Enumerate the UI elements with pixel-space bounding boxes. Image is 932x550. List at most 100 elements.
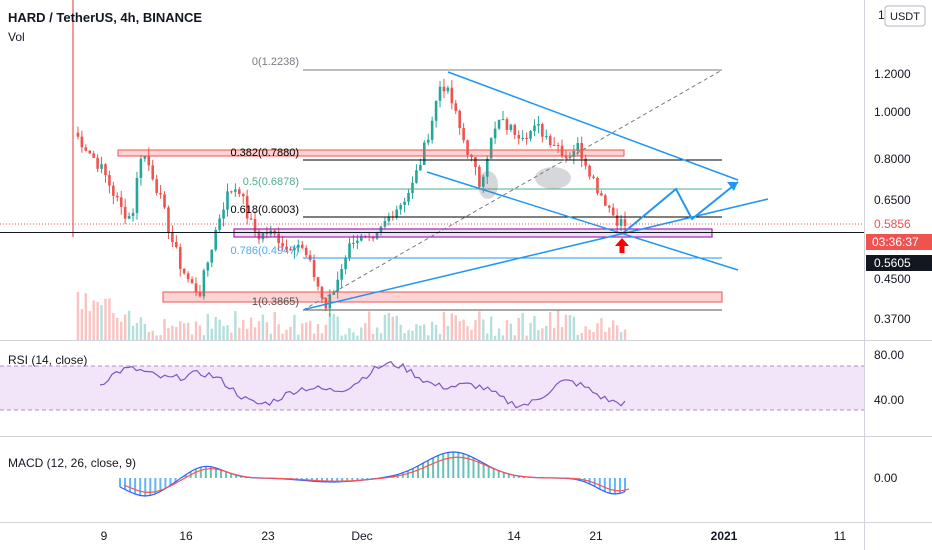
- volume-bar: [399, 324, 402, 340]
- candle-body: [92, 153, 95, 158]
- macd-histogram-bar: [159, 478, 162, 492]
- main-panel[interactable]: [0, 0, 864, 340]
- candle-body: [533, 125, 536, 132]
- price-tick-4: 0.6500: [874, 193, 911, 207]
- macd-histogram-bar: [593, 478, 596, 487]
- rsi-line[interactable]: [99, 360, 626, 409]
- macd-histogram-bar: [321, 478, 323, 482]
- macd-histogram-bar: [119, 478, 121, 487]
- volume-bar: [427, 335, 430, 340]
- volume-bar: [560, 327, 564, 340]
- volume-bar: [458, 321, 461, 340]
- candle-body: [371, 236, 375, 239]
- trendline-upper[interactable]: [447, 71, 739, 181]
- volume-bar: [478, 311, 481, 340]
- resistance-box-top[interactable]: [117, 149, 625, 157]
- volume-bar: [234, 310, 237, 340]
- macd-histogram-bar: [194, 468, 197, 478]
- candle-body: [466, 140, 469, 155]
- candle-body: [600, 193, 603, 196]
- volume-bar: [336, 316, 339, 340]
- fib-diagonal-dashed[interactable]: [302, 69, 723, 311]
- macd-histogram-bar: [472, 457, 475, 478]
- volume-bar: [403, 333, 406, 340]
- volume-bar: [194, 321, 198, 340]
- candle-body: [214, 229, 217, 250]
- candle-body: [332, 291, 336, 295]
- volume-bar: [273, 312, 276, 340]
- volume-bar: [214, 316, 217, 340]
- macd-histogram-bar: [225, 471, 228, 478]
- candle-body: [474, 157, 477, 167]
- fib-label-0382: 0.382(0.7880): [231, 147, 300, 159]
- time-tick-14: 14: [507, 529, 521, 543]
- candle-body: [521, 137, 524, 139]
- volume-bar: [604, 331, 607, 340]
- fib-label-0: 0(1.2238): [252, 56, 299, 68]
- candle-body: [84, 147, 88, 151]
- volume-bar: [411, 330, 414, 340]
- macd-histogram-bar: [512, 475, 515, 478]
- rsi-tick-80: 80.00: [874, 348, 904, 362]
- volume-bar: [96, 301, 99, 340]
- macd-histogram-bar: [507, 474, 510, 478]
- macd-histogram-bar: [336, 478, 339, 482]
- volume-bar: [525, 335, 528, 340]
- rsi-label[interactable]: RSI (14, close): [8, 353, 87, 367]
- macd-histogram-bar: [608, 478, 611, 494]
- volume-bar: [537, 330, 540, 340]
- macd-histogram-bar: [356, 478, 359, 481]
- volume-bar: [159, 335, 162, 340]
- macd-histogram-bar: [310, 478, 313, 482]
- candle-body: [293, 247, 296, 251]
- currency-button[interactable]: [884, 5, 926, 27]
- candle-body: [289, 248, 292, 251]
- volume-bar: [556, 310, 560, 340]
- candle-body: [104, 164, 107, 176]
- volume-bar: [356, 335, 359, 340]
- macd-histogram-bar: [406, 470, 409, 478]
- crosshair-price-value: 0.5605: [874, 256, 911, 270]
- candle-body: [163, 194, 166, 208]
- rsi-tick-40: 40.00: [874, 393, 904, 407]
- volume-bar: [139, 317, 143, 340]
- volume-bar: [222, 326, 225, 340]
- symbol-title[interactable]: HARD / TetherUS, 4h, BINANCE: [8, 10, 202, 25]
- time-tick-9: 9: [101, 529, 108, 543]
- candle-body: [159, 192, 162, 195]
- candle-body: [419, 165, 422, 171]
- volume-bar: [226, 325, 229, 340]
- candle-body: [80, 136, 84, 148]
- macd-histogram-bar: [603, 478, 606, 492]
- macd-histogram-bar: [346, 478, 349, 482]
- candle-body: [194, 283, 198, 293]
- macd-panel[interactable]: [0, 437, 864, 522]
- volume-bar: [332, 314, 335, 340]
- candle-body: [123, 206, 127, 219]
- volume-bar: [541, 328, 544, 340]
- candle-body: [411, 182, 414, 193]
- fib-label-1: 1(0.3865): [252, 296, 299, 308]
- up-arrow-marker: [615, 238, 629, 253]
- trendline-lower[interactable]: [426, 171, 739, 271]
- macd-label[interactable]: MACD (12, 26, close, 9): [8, 456, 136, 470]
- volume-bar: [253, 327, 257, 340]
- macd-signal-line[interactable]: [123, 456, 630, 494]
- candle-body: [537, 124, 540, 126]
- candle-body: [253, 219, 257, 232]
- resistance-box-bottom[interactable]: [162, 291, 723, 303]
- volume-bar: [147, 331, 150, 340]
- macd-histogram-bar: [462, 453, 465, 478]
- candle-body: [501, 119, 505, 121]
- candle-body: [584, 158, 587, 166]
- volume-bar: [623, 329, 627, 340]
- candle-body: [442, 86, 446, 92]
- volume-bar: [572, 316, 576, 340]
- volume-bar: [348, 328, 351, 340]
- macd-histogram-bar: [624, 478, 626, 492]
- candle-body: [379, 226, 383, 233]
- projection-path[interactable]: [621, 181, 739, 235]
- currency-button-label: USDT: [890, 11, 920, 23]
- volume-bar: [328, 313, 332, 340]
